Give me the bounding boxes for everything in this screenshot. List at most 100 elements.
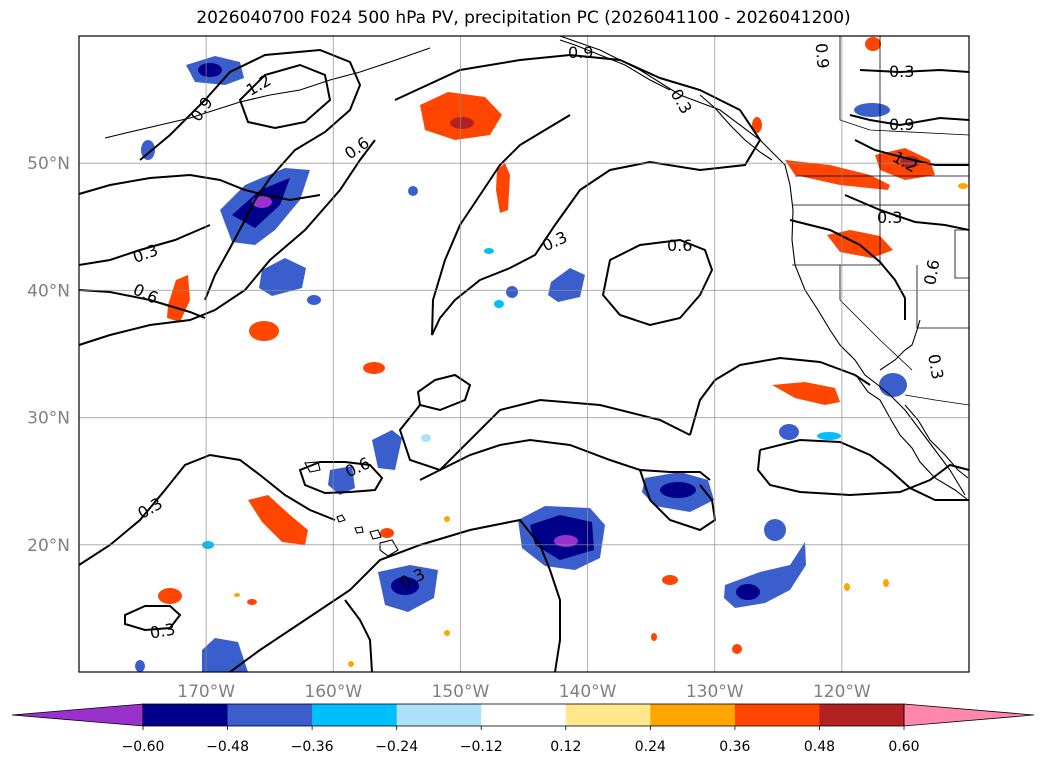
contour-0.9-north	[859, 68, 970, 74]
contour-aleutian-inner	[238, 63, 332, 130]
ak-bc-border	[839, 36, 970, 136]
longitude-label: 150°W	[432, 682, 490, 702]
coastline-hawaii-2	[336, 514, 346, 523]
neg-blob-165w-41n	[259, 258, 306, 296]
colorbar-segment	[650, 704, 736, 726]
longitude-label: 120°W	[813, 682, 871, 702]
colorbar-extend-high	[903, 703, 1035, 727]
neg-core-133w-23n	[660, 482, 696, 498]
neg-extreme-170w	[252, 196, 272, 208]
colorbar-extend-low	[11, 703, 144, 727]
colorbar-segment	[481, 704, 567, 726]
coastline-alaska-peninsula	[104, 47, 431, 139]
colorbar-segment	[819, 704, 905, 726]
longitude-label: 140°W	[559, 682, 617, 702]
map-background	[79, 36, 969, 672]
neg-light-155w-48n	[408, 186, 418, 196]
pos-dot-117w-17n	[883, 579, 889, 587]
pos-blob-150w-54n	[420, 92, 502, 140]
pos-blob-166w-21n	[248, 495, 308, 545]
contour-ne-mid	[689, 356, 871, 436]
coastline-north-america	[559, 35, 966, 496]
neg-blob-126w-30n	[779, 424, 799, 440]
pos-blob-167w-37n	[249, 321, 279, 341]
nv-az-border	[916, 265, 969, 329]
contour-mid-upper	[416, 373, 472, 412]
colorbar-tick-label: −0.48	[206, 739, 249, 755]
latitude-label: 20°N	[27, 536, 70, 556]
colorbar-segment	[227, 704, 313, 726]
colorbar-tick-label: −0.36	[291, 739, 334, 755]
contour-0.3-east	[844, 194, 970, 231]
contour-label: 0.9	[812, 42, 833, 69]
precipitation-shading	[135, 37, 968, 672]
pos-blob-133w-17n	[662, 575, 678, 585]
colorbar-tick-label: 0.48	[804, 739, 835, 755]
colorbar-tick-label: −0.24	[375, 739, 418, 755]
contour-west-0.3-lower	[78, 173, 321, 202]
contour-label: 0.9	[568, 43, 593, 62]
negative-anomaly-blobs	[135, 56, 907, 672]
contour-label: 0.6	[667, 236, 692, 255]
latitude-label: 50°N	[27, 154, 70, 174]
neg-blob-168w-12n	[202, 638, 248, 672]
contour-west-0.6	[78, 289, 206, 319]
colorbar-segment	[312, 704, 397, 726]
neg-blob-160w-25n	[328, 466, 355, 495]
neg-light-122w-30n	[817, 432, 841, 440]
political-boundaries	[792, 36, 970, 406]
longitude-labels: 170°W 160°W 150°W 140°W 130°W 120°W	[177, 682, 871, 702]
pos-dot-136w-13n	[651, 633, 657, 641]
map-plot-area: 1.2 0.9 0.9 0.6 0.3 0.6 0.3 0.6 0.3 0.3 …	[78, 35, 970, 673]
colorbar-tick-label: 0.12	[550, 739, 581, 755]
pos-dot-150w-13n	[444, 630, 450, 636]
pos-blob-146w-46n	[496, 163, 510, 213]
colorbar-tick-label: −0.60	[122, 739, 165, 755]
contour-east-0.3-ring	[789, 219, 906, 320]
pos-blob-173w-17n	[158, 588, 182, 604]
neg-light-147w-39n	[494, 300, 504, 308]
pos-blob-131w-12n	[732, 644, 742, 654]
neg-blob-116w-55n	[854, 103, 890, 117]
coastline-hawaii-3	[354, 526, 364, 534]
pos-blob-116w-59n	[865, 37, 881, 51]
latitude-label: 30°N	[27, 409, 70, 429]
contour-mid-lobe	[398, 398, 691, 472]
neg-core-aleutian	[198, 63, 222, 77]
coastline-hawaii-1	[304, 461, 321, 473]
colorbar-segment	[396, 704, 482, 726]
pos-dot-158w-11n	[348, 661, 354, 667]
pos-dot-120w-17n	[844, 583, 850, 591]
colorbar-tick-label: 0.24	[635, 739, 666, 755]
contour-central-0.3-big	[394, 53, 762, 336]
neg-light-178w-11n	[135, 660, 145, 672]
coastline-hawaii-5	[379, 539, 399, 557]
or-ca-border	[792, 176, 881, 266]
map-frame	[78, 35, 970, 673]
pos-blob-157w-35n	[363, 362, 385, 374]
pos-core-150w-54n	[450, 117, 474, 129]
colorbar: −0.60 −0.48 −0.36 −0.24 −0.12 0.12 0.24 0.36 0.4…	[11, 703, 1035, 755]
neg-blob-157w-27n	[372, 430, 402, 470]
coastline-baja	[857, 377, 969, 501]
colorbar-tick-label: 0.60	[888, 739, 919, 755]
pos-blob-122w-51n	[752, 117, 762, 133]
neg-blob-117w-32n	[879, 373, 907, 397]
contour-west-0.3-upper	[78, 224, 211, 266]
colorbar-segment	[565, 704, 651, 726]
colorbar-segment	[734, 704, 820, 726]
gridlines	[79, 36, 969, 672]
colorbar-tick-label: 0.36	[719, 739, 750, 755]
contour-0.3-south	[229, 518, 561, 673]
neg-light-146w-43n	[484, 248, 494, 254]
neg-blob-142w-40n	[548, 268, 585, 302]
contour-label: 0.9	[889, 115, 914, 134]
colorbar-segment	[143, 704, 228, 726]
pos-dot-150w-21n	[444, 516, 450, 522]
longitude-label: 130°W	[686, 682, 744, 702]
contour-label: 0.3	[148, 619, 176, 642]
neg-light-150w-28n	[421, 434, 431, 442]
neg-blob-123w-21n	[764, 519, 786, 541]
contour-0.3-hawaii-south	[344, 599, 373, 673]
